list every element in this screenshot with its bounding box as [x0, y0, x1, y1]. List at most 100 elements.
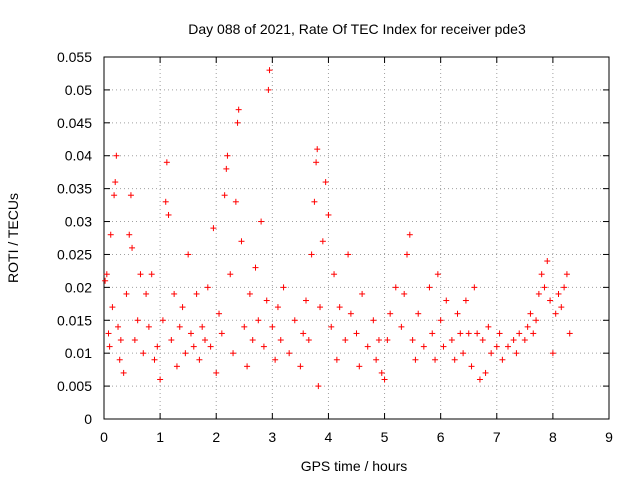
data-point	[185, 251, 192, 258]
data-point	[443, 297, 450, 304]
data-point	[213, 369, 220, 376]
data-point	[274, 304, 281, 311]
data-point	[216, 310, 223, 317]
data-point	[280, 284, 287, 291]
data-point	[317, 304, 324, 311]
data-point	[244, 363, 251, 370]
y-axis-label: ROTI / TECUs	[5, 193, 21, 283]
data-point	[345, 251, 352, 258]
data-point	[148, 271, 155, 278]
data-point	[353, 330, 360, 337]
data-point	[151, 356, 158, 363]
data-point	[126, 231, 133, 238]
data-point	[269, 323, 276, 330]
data-point	[199, 323, 206, 330]
data-point	[313, 159, 320, 166]
data-point	[131, 337, 138, 344]
data-point	[123, 290, 130, 297]
data-point	[462, 297, 469, 304]
data-point	[127, 192, 134, 199]
data-point	[392, 284, 399, 291]
data-point	[493, 343, 500, 350]
data-point	[120, 369, 127, 376]
data-point	[547, 297, 554, 304]
y-tick-label: 0	[84, 411, 92, 427]
data-point	[129, 244, 136, 251]
y-tick-label: 0.04	[65, 148, 92, 164]
x-tick-label: 1	[156, 429, 164, 445]
x-tick-label: 7	[493, 429, 501, 445]
data-point	[260, 343, 267, 350]
x-tick-label: 5	[381, 429, 389, 445]
y-tick-label: 0.05	[65, 82, 92, 98]
data-point	[193, 290, 200, 297]
data-point	[342, 337, 349, 344]
data-point	[437, 317, 444, 324]
x-tick-label: 9	[605, 429, 613, 445]
data-point	[202, 337, 208, 344]
data-point	[196, 356, 203, 363]
data-point	[535, 290, 542, 297]
x-tick-label: 3	[268, 429, 276, 445]
data-point	[513, 350, 520, 357]
data-point	[432, 356, 439, 363]
data-point	[272, 356, 279, 363]
data-point	[204, 284, 211, 291]
data-point	[457, 330, 464, 337]
data-point	[300, 330, 307, 337]
y-tick-label: 0.02	[65, 279, 92, 295]
data-point	[207, 343, 214, 350]
data-point	[255, 317, 262, 324]
data-point	[482, 369, 489, 376]
data-point	[179, 304, 186, 311]
data-point	[297, 363, 304, 370]
data-point	[105, 330, 112, 337]
data-point	[171, 290, 178, 297]
data-point	[521, 337, 528, 344]
data-point	[165, 211, 172, 218]
data-point	[552, 310, 559, 317]
data-point	[241, 323, 248, 330]
data-point	[404, 251, 410, 258]
data-point	[308, 251, 315, 258]
data-point	[134, 317, 141, 324]
data-point	[496, 330, 503, 337]
grid-lines	[104, 57, 609, 419]
data-point	[111, 192, 118, 199]
data-point	[249, 337, 256, 344]
data-point	[370, 317, 377, 324]
data-point	[485, 323, 492, 330]
data-point	[566, 330, 573, 337]
data-point	[420, 343, 427, 350]
data-point	[364, 343, 371, 350]
x-tick-label: 0	[100, 429, 108, 445]
data-point	[140, 350, 147, 357]
data-point	[116, 356, 123, 363]
data-point	[112, 179, 119, 186]
data-point	[429, 330, 436, 337]
data-point	[223, 165, 230, 172]
data-point	[182, 350, 189, 357]
data-point	[232, 198, 239, 205]
data-points	[102, 67, 573, 390]
y-tick-label: 0.015	[57, 312, 92, 328]
data-point	[499, 356, 506, 363]
data-point	[322, 179, 329, 186]
data-point	[315, 383, 322, 390]
data-point	[143, 290, 150, 297]
data-point	[252, 264, 259, 271]
data-point	[238, 238, 245, 245]
data-point	[103, 271, 110, 278]
data-point	[406, 231, 413, 238]
data-point	[234, 119, 241, 126]
data-point	[412, 356, 419, 363]
data-point	[113, 152, 120, 159]
data-point	[426, 284, 433, 291]
data-point	[286, 350, 293, 357]
data-point	[555, 290, 562, 297]
data-point	[398, 323, 405, 330]
data-point	[516, 330, 523, 337]
data-point	[107, 231, 114, 238]
data-point	[162, 198, 169, 205]
data-point	[117, 337, 124, 344]
